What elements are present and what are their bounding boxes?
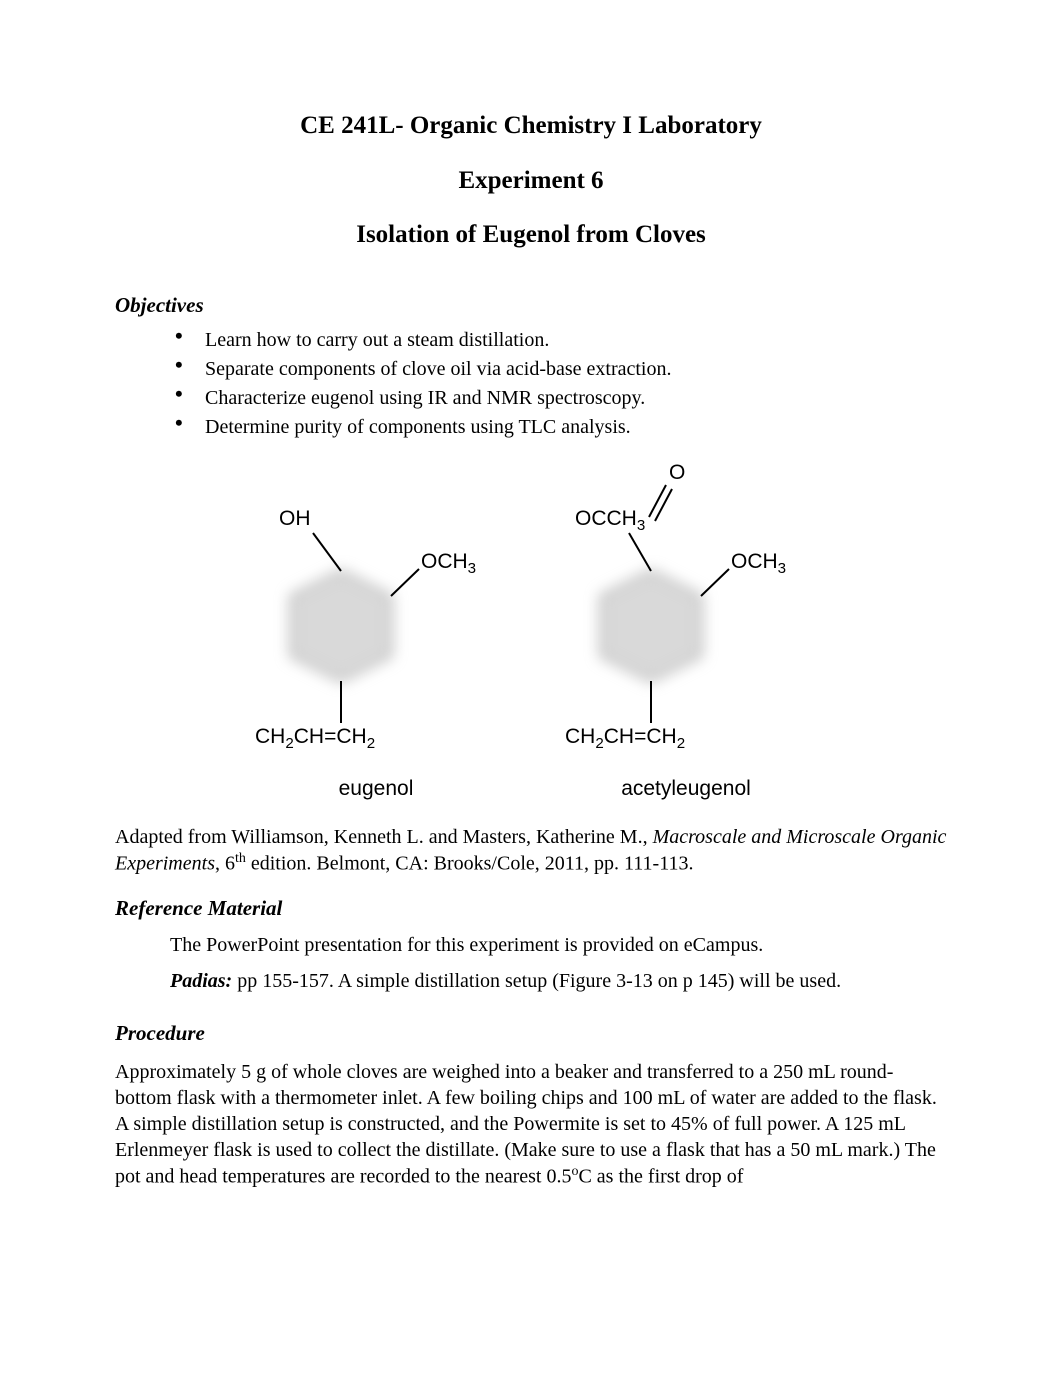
objective-item: Learn how to carry out a steam distillat… [175,327,947,354]
lab-title: Isolation of Eugenol from Cloves [115,219,947,252]
objective-item: Determine purity of components using TLC… [175,414,947,441]
molecule-eugenol: OH OCH3 CH2CH=CH2 [221,461,531,761]
procedure-heading: Procedure [115,1020,947,1047]
course-title: CE 241L- Organic Chemistry I Laboratory [115,110,947,143]
text-ch-sub2: 2 [367,735,375,752]
page: CE 241L- Organic Chemistry I Laboratory … [0,0,1062,1377]
objective-item: Separate components of clove oil via aci… [175,356,947,383]
text-occh-sub: 3 [637,517,645,534]
text-occh: OCCH [575,507,637,530]
label-occh3: OCCH3 [575,505,645,536]
text-oh: OH [279,507,311,530]
name-eugenol: eugenol [221,775,531,802]
name-acetyleugenol: acetyleugenol [531,775,841,802]
text-ch-2-sub1: 2 [595,735,603,752]
molecule-acetyleugenol: O OCCH3 OCH3 CH2CH=CH2 [531,461,841,761]
objectives-list: Learn how to carry out a steam distillat… [115,327,947,441]
text-och: OCH [421,550,468,573]
citation-paragraph: Adapted from Williamson, Kenneth L. and … [115,824,947,877]
objectives-heading: Objectives [115,292,947,319]
text-ch-sub1: 2 [285,735,293,752]
text-ch-2-sub2: 2 [677,735,685,752]
text-ester-o: O [669,461,685,484]
reference-padias-rest: pp 155-157. A simple distillation setup … [232,970,841,992]
structures-figure: OH OCH3 CH2CH=CH2 [115,461,947,802]
label-ester-o: O [669,459,685,486]
label-oh: OH [279,505,311,532]
molecule-row: OH OCH3 CH2CH=CH2 [221,461,841,761]
objective-item: Characterize eugenol using IR and NMR sp… [175,385,947,412]
label-och3-2: OCH3 [731,548,786,579]
label-allyl-2: CH2CH=CH2 [565,723,685,754]
eugenol-svg [221,461,531,761]
reference-heading: Reference Material [115,895,947,922]
reference-padias-lead: Padias: [170,970,232,992]
molecule-name-row: eugenol acetyleugenol [221,775,841,802]
label-allyl: CH2CH=CH2 [255,723,375,754]
label-och3: OCH3 [421,548,476,579]
experiment-number: Experiment 6 [115,165,947,198]
text-och-2-sub: 3 [778,560,786,577]
procedure-text-post: C as the first drop of [578,1166,743,1188]
reference-line-1: The PowerPoint presentation for this exp… [170,932,947,958]
citation-edition-prefix: , 6 [215,853,235,875]
procedure-text-pre: Approximately 5 g of whole cloves are we… [115,1061,937,1188]
text-ch-2: CH [565,725,595,748]
citation-prefix: Adapted from Williamson, Kenneth L. and … [115,826,653,848]
figure-inner: OH OCH3 CH2CH=CH2 [221,461,841,802]
reference-line-2: Padias: pp 155-157. A simple distillatio… [170,968,947,994]
procedure-paragraph: Approximately 5 g of whole cloves are we… [115,1059,947,1190]
text-och-sub: 3 [468,560,476,577]
title-block: CE 241L- Organic Chemistry I Laboratory … [115,110,947,252]
text-chch-2: CH=CH [604,725,677,748]
text-ch: CH [255,725,285,748]
text-och-2: OCH [731,550,778,573]
citation-suffix: edition. Belmont, CA: Brooks/Cole, 2011,… [246,853,694,875]
text-chch: CH=CH [294,725,367,748]
citation-edition-sup: th [235,851,246,866]
